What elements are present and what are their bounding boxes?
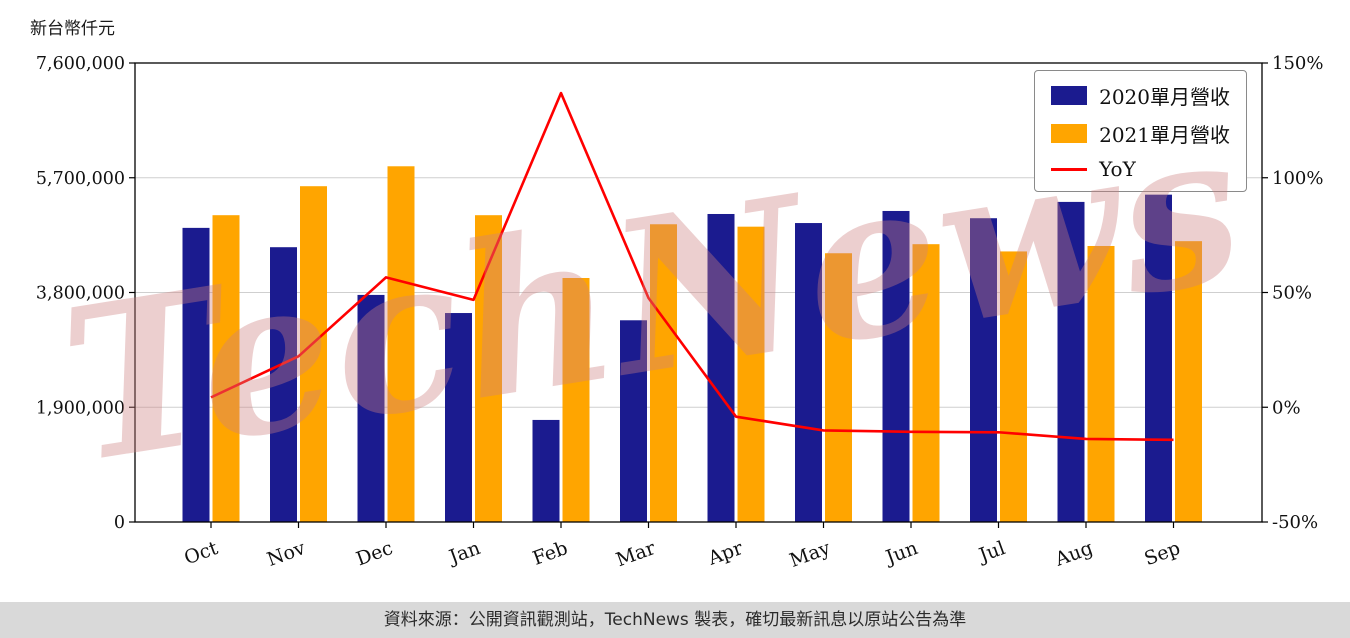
right-tick-label: 150% [1272, 53, 1323, 74]
bar-2020單月營收-Feb [532, 419, 560, 522]
bar-2020單月營收-Jun [882, 210, 910, 522]
x-tick-label-Sep: Sep [1141, 537, 1183, 570]
x-tick-label-Apr: Apr [704, 537, 746, 570]
left-tick-label: 3,800,000 [36, 284, 125, 304]
right-tick-label: -50% [1272, 512, 1318, 533]
axis-unit-label: 新台幣仟元 [30, 19, 115, 39]
legend-item-yoy: YoY [1051, 157, 1230, 181]
bar-2020單月營收-Apr [707, 213, 735, 522]
bar-2021單月營收-Dec [387, 166, 415, 522]
bar-2021單月營收-Mar [650, 224, 677, 522]
left-tick-label: 5,700,000 [36, 169, 125, 189]
left-tick-label: 0 [114, 513, 125, 533]
x-tick-label-Aug: Aug [1051, 537, 1095, 571]
x-tick-label-Oct: Oct [181, 537, 221, 569]
bar-2021單月營收-May [825, 253, 852, 523]
bar-2021單月營收-Feb [562, 278, 590, 522]
right-tick-label: 100% [1272, 168, 1323, 189]
bar-2021單月營收-Nov [300, 186, 327, 522]
bar-2020單月營收-Jul [970, 218, 997, 522]
bar-2020單月營收-Dec [357, 294, 385, 522]
bar-2020單月營收-Nov [270, 247, 297, 522]
bar-2021單月營收-Aug [1087, 245, 1115, 523]
revenue-chart: 0 1,900,000 3,800,000 5,700,000 7,600,000 -50… [36, 53, 1324, 572]
right-tick-label: 50% [1272, 283, 1312, 304]
x-tick-label-May: May [787, 537, 834, 572]
legend-item-2020單月營收: 2020單月營收 [1051, 81, 1230, 110]
legend-label: 2020單月營收 [1099, 85, 1230, 109]
left-tick-label: 1,900,000 [36, 398, 125, 418]
bar-2020單月營收-Sep [1145, 194, 1172, 522]
x-tick-label-Mar: Mar [613, 537, 659, 572]
legend-color-swatch [1051, 124, 1088, 143]
bar-2021單月營收-Jun [912, 244, 940, 522]
bar-2020單月營收-Aug [1057, 201, 1085, 522]
bar-2021單月營收-Apr [737, 226, 765, 522]
x-tick-label-Jun: Jun [881, 537, 921, 569]
bar-2020單月營收-May [795, 223, 822, 522]
legend-item-2021單月營收: 2021單月營收 [1051, 119, 1230, 148]
x-tick-label-Dec: Dec [353, 537, 395, 570]
x-tick-label-Nov: Nov [264, 537, 308, 571]
bar-2021單月營收-Oct [212, 215, 240, 522]
bar-2021單月營收-Jul [1000, 251, 1027, 522]
bar-2021單月營收-Sep [1175, 241, 1202, 522]
legend-line-swatch [1051, 167, 1088, 171]
bar-2020單月營收-Jan [445, 313, 472, 522]
right-tick-label: 0% [1272, 397, 1301, 418]
yoy-line [210, 91, 1174, 442]
bar-2020單月營收-Oct [182, 227, 210, 522]
chart-legend: 2020單月營收 2021單月營收 YoY [1034, 70, 1247, 192]
x-tick-label-Jul: Jul [974, 537, 1008, 567]
legend-label: 2021單月營收 [1099, 123, 1230, 147]
source-footer: 資料來源：公開資訊觀測站，TechNews 製表，確切最新訊息以原站公告為準 [0, 602, 1350, 638]
legend-label: YoY [1099, 157, 1136, 181]
bar-2020單月營收-Mar [620, 320, 647, 522]
x-tick-label-Feb: Feb [530, 537, 571, 570]
left-tick-label: 7,600,000 [36, 54, 125, 74]
legend-color-swatch [1051, 86, 1088, 105]
x-tick-label-Jan: Jan [444, 537, 483, 569]
